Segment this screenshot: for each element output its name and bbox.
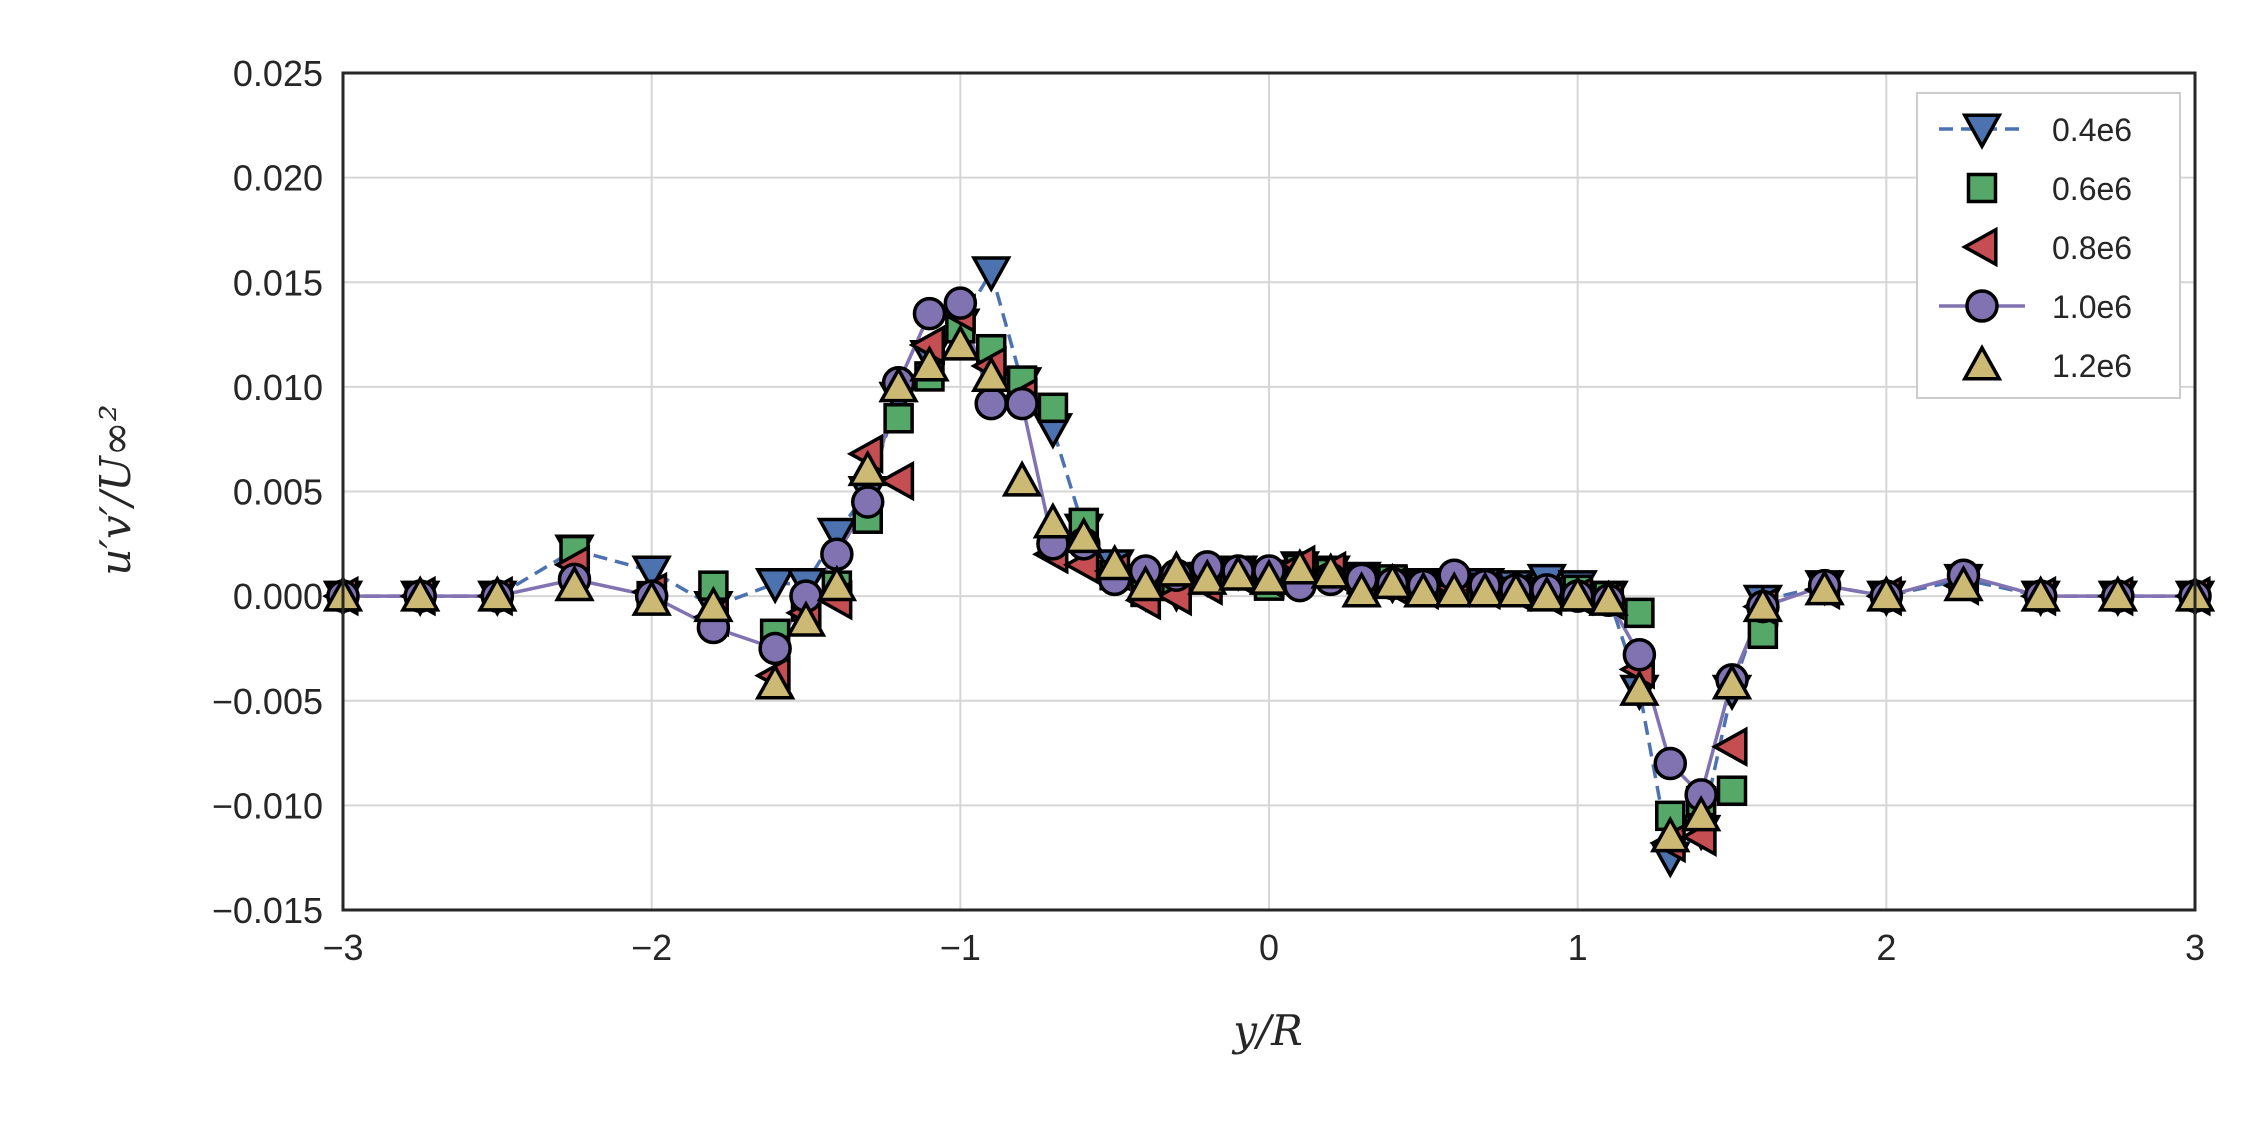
data-point [1310,552,1351,589]
y-tick-label: 0.025 [233,53,323,94]
series-markers [322,256,2216,879]
data-point [1248,558,1290,595]
data-point [883,403,914,434]
data-point [877,460,915,502]
data-point [1747,618,1779,650]
legend-marker [1961,113,2003,150]
x-tick-label: 1 [1568,927,1588,968]
data-point [912,296,947,331]
data-point [1742,585,1784,623]
data-point [1943,564,1984,602]
data-point [847,449,888,487]
data-point [940,324,981,361]
data-point [554,564,595,602]
data-point [631,579,672,616]
legend-label: 1.0e6 [2052,289,2132,325]
legend-label: 0.8e6 [2052,230,2132,266]
data-point [943,286,978,320]
plot-frame [341,71,2197,912]
x-tick-label: −3 [322,927,363,968]
data-point [1037,392,1069,424]
legend-marker [1965,289,1999,323]
legend-label: 0.6e6 [2052,171,2132,207]
y-tick-label: −0.015 [212,890,323,931]
data-point [1063,516,1105,554]
x-tick-label: 3 [2185,927,2205,968]
data-point [1433,571,1475,608]
data-point [1001,460,1043,497]
y-tick-label: 0.010 [233,367,323,408]
x-tick-label: 2 [1876,927,1896,968]
data-point [631,555,672,592]
x-tick-label: 0 [1259,927,1279,968]
data-point [477,575,518,612]
data-point [1005,386,1039,421]
y-tick-label: 0.000 [233,576,323,617]
data-point [1711,726,1748,768]
data-point [970,256,1012,293]
legend-label: 0.4e6 [2052,112,2132,148]
y-tick-label: 0.020 [233,158,323,199]
data-point [1464,571,1506,608]
data-point [816,517,858,555]
data-point [1619,669,1660,706]
data-point [820,537,854,572]
data-point [1032,502,1074,539]
x-tick-label: −2 [631,927,672,968]
data-point [1680,794,1722,832]
y-tick-labels: −0.015 −0.010 −0.005 0.000 0.005 0.010 0.015 0.… [212,53,323,931]
x-tick-labels: −3 −2 −1 0 1 2 3 [322,927,2205,968]
legend-box [1916,92,2181,399]
data-point [1588,579,1629,616]
data-point [1557,575,1598,612]
y-tick-label: 0.005 [233,472,323,513]
data-point [909,345,950,382]
data-point [878,366,919,403]
data-point [1711,663,1753,700]
data-point [816,564,858,602]
data-point [758,631,792,666]
data-point [1094,543,1135,581]
data-point [974,386,1008,421]
data-point [785,600,827,637]
data-point [1650,815,1691,853]
data-point [1624,597,1655,629]
legend-label: 1.2e6 [2052,348,2132,384]
data-point [1495,571,1537,608]
data-point [1866,575,1907,612]
x-tick-label: −1 [940,927,981,968]
data-point [1187,558,1228,595]
data-point [1372,562,1413,600]
data-point [2097,575,2139,612]
data-point [754,663,796,700]
data-point [1341,571,1382,608]
data-point [1403,571,1444,608]
data-point [399,575,441,612]
data-point [1804,568,1845,606]
data-point [1716,775,1748,806]
data-point [693,585,734,623]
legend-marker [1961,226,1998,268]
data-point [2020,575,2061,612]
x-axis-label: y/R [1231,1006,1303,1055]
data-point [754,568,796,605]
y-tick-label: −0.005 [212,681,323,722]
data-point [1217,554,1259,591]
data-point [1653,746,1688,781]
data-point [1279,548,1321,585]
legend: 0.4e6 0.6e6 0.8e6 1.0e6 1.2e6 [1916,92,2181,399]
legend-marker [1961,344,2003,381]
data-point [1526,575,1568,612]
data-point [1156,550,1197,587]
y-tick-label: −0.010 [212,785,323,826]
data-point [970,355,1012,392]
y-axis-label: u′v′/U∞² [91,404,140,575]
data-point [850,485,885,519]
legend-marker [1966,172,1998,204]
data-point [1622,637,1657,672]
y-tick-label: 0.015 [233,262,323,303]
data-point [1125,564,1166,602]
